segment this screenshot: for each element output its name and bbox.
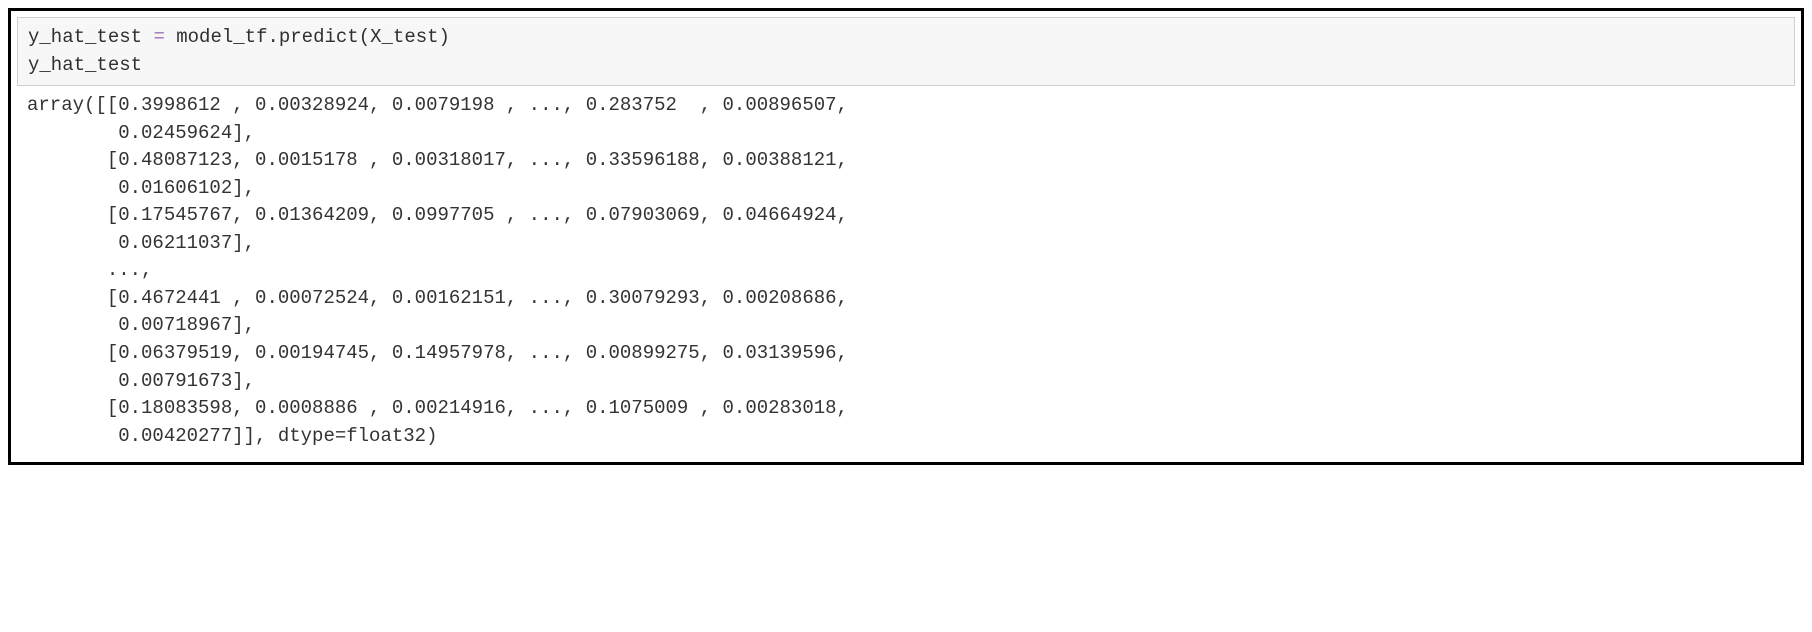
code-input-cell[interactable]: y_hat_test = model_tf.predict(X_test) y_… — [17, 17, 1795, 86]
output-line: 0.00791673], — [27, 370, 255, 392]
code-token-space — [142, 26, 153, 48]
output-line: [0.4672441 , 0.00072524, 0.00162151, ...… — [27, 287, 848, 309]
notebook-cell-frame: y_hat_test = model_tf.predict(X_test) y_… — [8, 8, 1804, 465]
output-line: array([[0.3998612 , 0.00328924, 0.007919… — [27, 94, 848, 116]
code-token-space — [165, 26, 176, 48]
output-line: ..., — [27, 259, 152, 281]
output-line: [0.17545767, 0.01364209, 0.0997705 , ...… — [27, 204, 848, 226]
code-token-variable: y_hat_test — [28, 26, 142, 48]
output-line: [0.18083598, 0.0008886 , 0.00214916, ...… — [27, 397, 848, 419]
code-token-rparen: ) — [439, 26, 450, 48]
code-token-method: predict — [279, 26, 359, 48]
code-token-equals: = — [153, 26, 164, 48]
output-line: [0.06379519, 0.00194745, 0.14957978, ...… — [27, 342, 848, 364]
output-line: 0.00420277]], dtype=float32) — [27, 425, 437, 447]
output-line: 0.01606102], — [27, 177, 255, 199]
code-line-2: y_hat_test — [28, 54, 142, 76]
output-line: [0.48087123, 0.0015178 , 0.00318017, ...… — [27, 149, 848, 171]
code-token-object: model_tf — [176, 26, 267, 48]
code-output-cell: array([[0.3998612 , 0.00328924, 0.007919… — [17, 86, 1795, 456]
code-token-lparen: ( — [359, 26, 370, 48]
output-line: 0.00718967], — [27, 314, 255, 336]
output-line: 0.06211037], — [27, 232, 255, 254]
code-token-argument: X_test — [370, 26, 438, 48]
code-token-dot: . — [267, 26, 278, 48]
output-line: 0.02459624], — [27, 122, 255, 144]
